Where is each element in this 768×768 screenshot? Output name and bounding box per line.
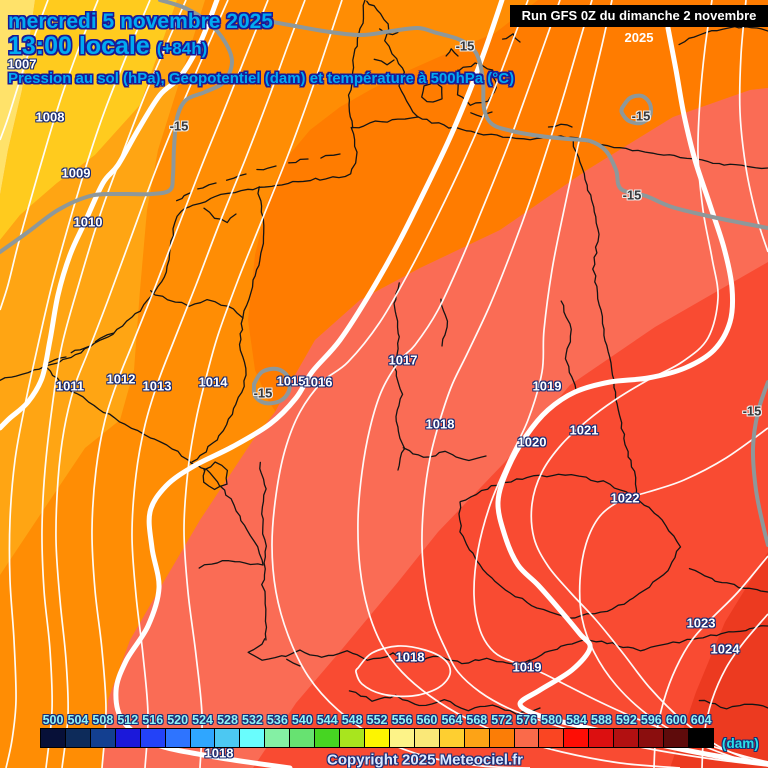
colorbar-value: 600 xyxy=(665,713,687,727)
pressure-label: 1016 xyxy=(303,374,333,390)
pressure-label: 1022 xyxy=(610,490,640,506)
pressure-label: 1018 xyxy=(204,745,234,761)
colorbar-cell xyxy=(638,728,664,748)
colorbar-cell xyxy=(388,728,414,748)
colorbar-cell xyxy=(239,728,265,748)
colorbar-value: 556 xyxy=(391,713,413,727)
pressure-label: 1009 xyxy=(61,165,91,181)
colorbar-value: 540 xyxy=(291,713,313,727)
colorbar-value: 508 xyxy=(92,713,114,727)
pressure-label: 1007 xyxy=(7,56,37,72)
colorbar-cell xyxy=(463,728,489,748)
colorbar-value: 544 xyxy=(316,713,338,727)
colorbar-value: 528 xyxy=(217,713,238,727)
model-run-banner: Run GFS 0Z du dimanche 2 novembre 2025 xyxy=(510,5,768,45)
colorbar-value: 572 xyxy=(491,713,513,727)
colorbar-cell xyxy=(663,728,688,748)
colorbar-cell xyxy=(139,728,165,748)
colorbar-cell xyxy=(363,728,389,748)
pressure-label: 1024 xyxy=(710,641,740,657)
colorbar-value: 596 xyxy=(640,713,662,727)
pressure-label: 1018 xyxy=(425,416,455,432)
colorbar-value: 520 xyxy=(167,713,189,727)
colorbar-value: 588 xyxy=(591,713,612,727)
colorbar-cell xyxy=(488,728,514,748)
pressure-label: 1008 xyxy=(35,109,65,125)
colorbar-cell xyxy=(513,728,539,748)
colorbar-cell xyxy=(264,728,290,748)
temperature-label: -15 xyxy=(169,118,189,134)
temperature-label: -15 xyxy=(622,187,642,203)
colorbar-cell xyxy=(538,728,564,748)
colorbar-value: 512 xyxy=(117,713,139,727)
temperature-label: -15 xyxy=(631,108,651,124)
temperature-label: -15 xyxy=(253,385,273,401)
colorbar-value: 604 xyxy=(690,713,712,727)
temperature-label: -15 xyxy=(455,38,475,54)
colorbar-value: 584 xyxy=(566,713,587,727)
colorbar-cell xyxy=(64,728,90,748)
map-subtitle: Pression au sol (hPa), Geopotentiel (dam… xyxy=(8,70,515,87)
colorbar-cell xyxy=(588,728,614,748)
colorbar-cell xyxy=(289,728,315,748)
forecast-time: 13:00 locale (+84h) xyxy=(8,32,208,60)
forecast-date: mercredi 5 novembre 2025 xyxy=(8,10,273,33)
pressure-label: 1019 xyxy=(512,659,542,675)
colorbar-cell xyxy=(314,728,340,748)
pressure-label: 1015 xyxy=(276,373,306,389)
colorbar-value: 500 xyxy=(42,713,64,727)
colorbar-value: 568 xyxy=(466,713,488,727)
colorbar-cell xyxy=(164,728,190,748)
temperature-label: -15 xyxy=(742,403,762,419)
colorbar-cell xyxy=(438,728,464,748)
colorbar-value: 548 xyxy=(341,713,363,727)
pressure-label: 1010 xyxy=(73,214,103,230)
colorbar-unit: (dam) xyxy=(722,736,759,751)
colorbar-cell xyxy=(339,728,364,748)
colorbar-value: 536 xyxy=(266,713,288,727)
colorbar-value: 580 xyxy=(541,713,563,727)
colorbar-value: 516 xyxy=(142,713,164,727)
pressure-label: 1023 xyxy=(686,615,716,631)
colorbar-value: 592 xyxy=(615,713,637,727)
colorbar-value: 560 xyxy=(416,713,438,727)
colorbar-value: 524 xyxy=(192,713,214,727)
colorbar-cell xyxy=(214,728,240,748)
colorbar-value: 564 xyxy=(441,713,463,727)
pressure-label: 1018 xyxy=(395,649,425,665)
pressure-label: 1011 xyxy=(55,378,85,394)
pressure-label: 1019 xyxy=(532,378,562,394)
model-run-text: Run GFS 0Z du dimanche 2 novembre 2025 xyxy=(521,8,757,45)
colorbar-value: 552 xyxy=(366,713,388,727)
colorbar-cell xyxy=(563,728,589,748)
colorbar-cell xyxy=(413,728,439,748)
pressure-label: 1021 xyxy=(569,422,599,438)
colorbar-cell xyxy=(114,728,140,748)
geopotential-colorbar xyxy=(40,728,714,748)
pressure-label: 1020 xyxy=(517,434,547,450)
forecast-offset: (+84h) xyxy=(156,39,208,58)
colorbar-cell xyxy=(687,728,714,748)
pressure-label: 1013 xyxy=(142,378,172,394)
colorbar-value: 532 xyxy=(242,713,263,727)
colorbar-cell xyxy=(613,728,639,748)
pressure-label: 1012 xyxy=(106,371,136,387)
colorbar-value: 576 xyxy=(516,713,538,727)
pressure-label: 1014 xyxy=(198,374,228,390)
colorbar-cell xyxy=(189,728,215,748)
copyright-text: Copyright 2025 Meteociel.fr xyxy=(327,751,523,768)
colorbar-cell xyxy=(40,728,65,748)
colorbar-value: 504 xyxy=(67,713,89,727)
colorbar-cell xyxy=(89,728,115,748)
pressure-label: 1017 xyxy=(388,352,418,368)
